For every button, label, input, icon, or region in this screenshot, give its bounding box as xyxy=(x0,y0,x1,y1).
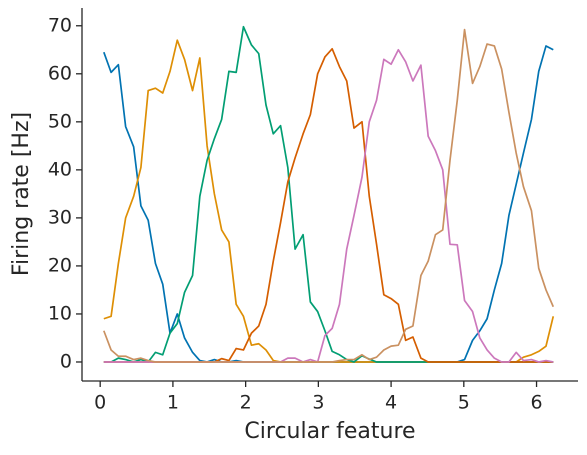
line xyxy=(103,25,554,363)
y-tick-label: 70 xyxy=(48,14,72,36)
x-tick-label: 1 xyxy=(167,392,179,414)
y-tick-label: 20 xyxy=(48,254,72,276)
y-tick-label: 40 xyxy=(48,158,72,180)
x-tick-label: 4 xyxy=(385,392,397,414)
line xyxy=(103,47,554,363)
x-tick-label: 5 xyxy=(458,392,470,414)
x-tick-label: 2 xyxy=(240,392,252,414)
y-tick-label: 10 xyxy=(48,302,72,324)
line xyxy=(103,48,554,363)
y-tick-label: 0 xyxy=(60,350,72,372)
line xyxy=(103,39,555,363)
x-tick-label: 6 xyxy=(530,392,542,414)
y-tick-label: 60 xyxy=(48,62,72,84)
x-tick-label: 3 xyxy=(312,392,324,414)
y-tick-label: 30 xyxy=(48,206,72,228)
line xyxy=(103,28,555,363)
line xyxy=(103,45,554,363)
y-tick-label: 50 xyxy=(48,110,72,132)
x-axis-label: Circular feature xyxy=(244,419,415,444)
y-axis-label: Firing rate [Hz] xyxy=(9,112,34,276)
x-tick-label: 0 xyxy=(94,392,106,414)
